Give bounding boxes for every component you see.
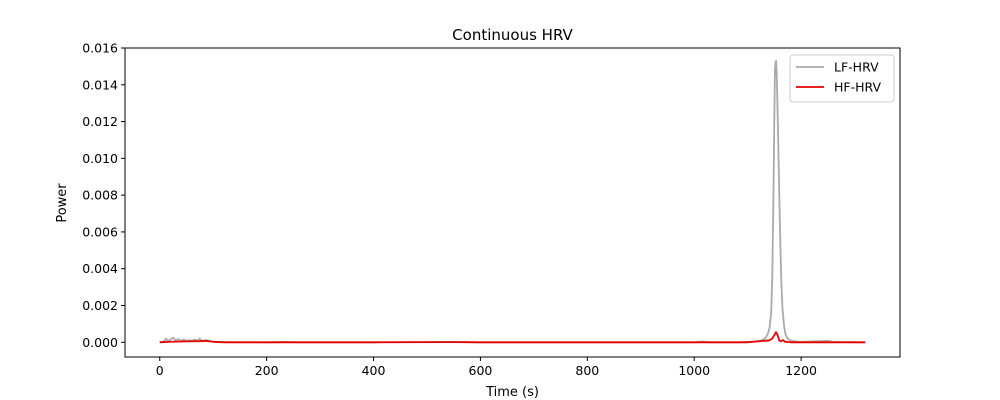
legend-label-hf: HF-HRV: [834, 80, 882, 95]
ticks-layer: 0 200 400 600 800 1000 1200 0.000 0.002 0.004 0.00…: [82, 41, 817, 379]
plot-frame: [124, 47, 901, 358]
y-axis-label: Power: [55, 183, 70, 223]
x-tick-label: 1200: [785, 363, 817, 378]
series-line-lf-hrv: [159, 59, 866, 344]
y-tick-label: 0.012: [82, 114, 118, 129]
y-tick-label: 0.014: [82, 77, 118, 92]
y-tick-label: 0.000: [82, 335, 118, 350]
y-tick-label: 0.002: [82, 298, 118, 313]
chart-title: Continuous HRV: [452, 26, 573, 44]
x-tick-label: 400: [362, 363, 386, 378]
x-axis-label: Time (s): [485, 385, 539, 400]
x-tick-label: 0: [156, 363, 164, 378]
y-tick-label: 0.010: [82, 151, 118, 166]
y-tick-label: 0.008: [82, 188, 118, 203]
legend: LF-HRV HF-HRV: [789, 54, 895, 103]
legend-label-lf: LF-HRV: [834, 60, 879, 75]
y-tick-label: 0.004: [82, 261, 118, 276]
series-layer: [159, 59, 866, 344]
x-tick-label: 600: [469, 363, 493, 378]
series-line-hf-hrv: [159, 331, 866, 344]
x-tick-label: 1000: [678, 363, 710, 378]
y-tick-label: 0.016: [82, 41, 118, 56]
x-tick-label: 200: [255, 363, 279, 378]
y-tick-label: 0.006: [82, 224, 118, 239]
x-tick-label: 800: [575, 363, 599, 378]
